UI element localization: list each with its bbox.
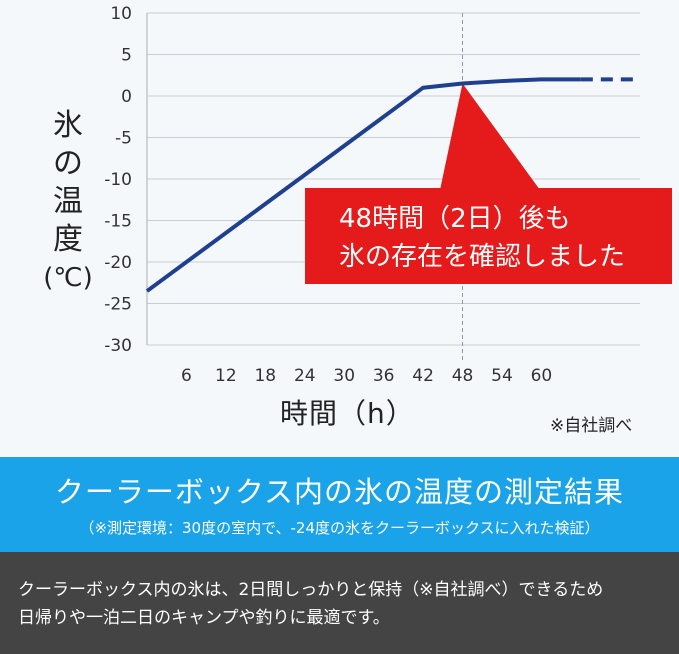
- y-axis-label-char: (℃): [43, 263, 93, 293]
- footer-text: クーラーボックス内の氷は、2日間しっかりと保持（※自社調べ）できるため 日帰りや…: [18, 576, 668, 632]
- x-tick-label: 18: [254, 366, 276, 386]
- y-tick-label: -30: [104, 336, 132, 356]
- x-tick-label: 24: [294, 366, 316, 386]
- x-tick-label: 42: [412, 366, 434, 386]
- x-tick-label: 54: [491, 366, 513, 386]
- y-tick-label: -10: [104, 170, 132, 190]
- y-axis-label-char: 氷: [53, 108, 83, 143]
- annotation-line-2: 氷の存在を確認しました: [339, 242, 626, 272]
- x-tick-label: 60: [531, 366, 553, 386]
- annotation-callout: 48時間（2日）後も 氷の存在を確認しました: [305, 188, 672, 284]
- y-tick-label: 5: [121, 46, 132, 66]
- x-tick-label: 36: [373, 366, 395, 386]
- footer-line-2: 日帰りや一泊二日のキャンプや釣りに最適です。: [18, 608, 390, 628]
- y-tick-label: 0: [121, 87, 132, 107]
- x-tick-label: 12: [215, 366, 237, 386]
- x-tick-label: 48: [452, 366, 474, 386]
- banner-title: クーラーボックス内の氷の温度の測定結果: [54, 475, 625, 509]
- annotation-line-1: 48時間（2日）後も: [339, 204, 571, 234]
- x-tick-label: 30: [333, 366, 355, 386]
- series-line: [145, 77, 581, 293]
- y-tick-label: 10: [110, 4, 132, 24]
- x-axis-label: 時間（h）: [280, 397, 415, 430]
- source-note: ※自社調べ: [550, 416, 633, 436]
- chart-area: 10 5 0 -5 -10 -15 -20 -25 -30 6 12 18 24 30 36 42 48 54 60…: [43, 4, 672, 436]
- y-tick-label: -20: [104, 253, 132, 273]
- y-axis-label-char: 温: [53, 184, 83, 219]
- y-axis-label-char: の: [53, 146, 83, 181]
- footer-line-1: クーラーボックス内の氷は、2日間しっかりと保持（※自社調べ）できるため: [18, 580, 604, 600]
- banner-subtitle: （※測定環境：30度の室内で、-24度の氷をクーラーボックスに入れた検証）: [79, 519, 600, 537]
- y-tick-label: -15: [104, 212, 132, 232]
- y-tick-label: -5: [115, 129, 132, 149]
- x-tick-label: 6: [181, 366, 192, 386]
- title-banner: クーラーボックス内の氷の温度の測定結果 （※測定環境：30度の室内で、-24度の…: [0, 457, 679, 552]
- y-tick-label: -25: [104, 295, 132, 315]
- footer-panel: クーラーボックス内の氷は、2日間しっかりと保持（※自社調べ）できるため 日帰りや…: [0, 552, 679, 654]
- callout-pointer: [440, 83, 540, 190]
- y-axis-label-char: 度: [53, 222, 83, 257]
